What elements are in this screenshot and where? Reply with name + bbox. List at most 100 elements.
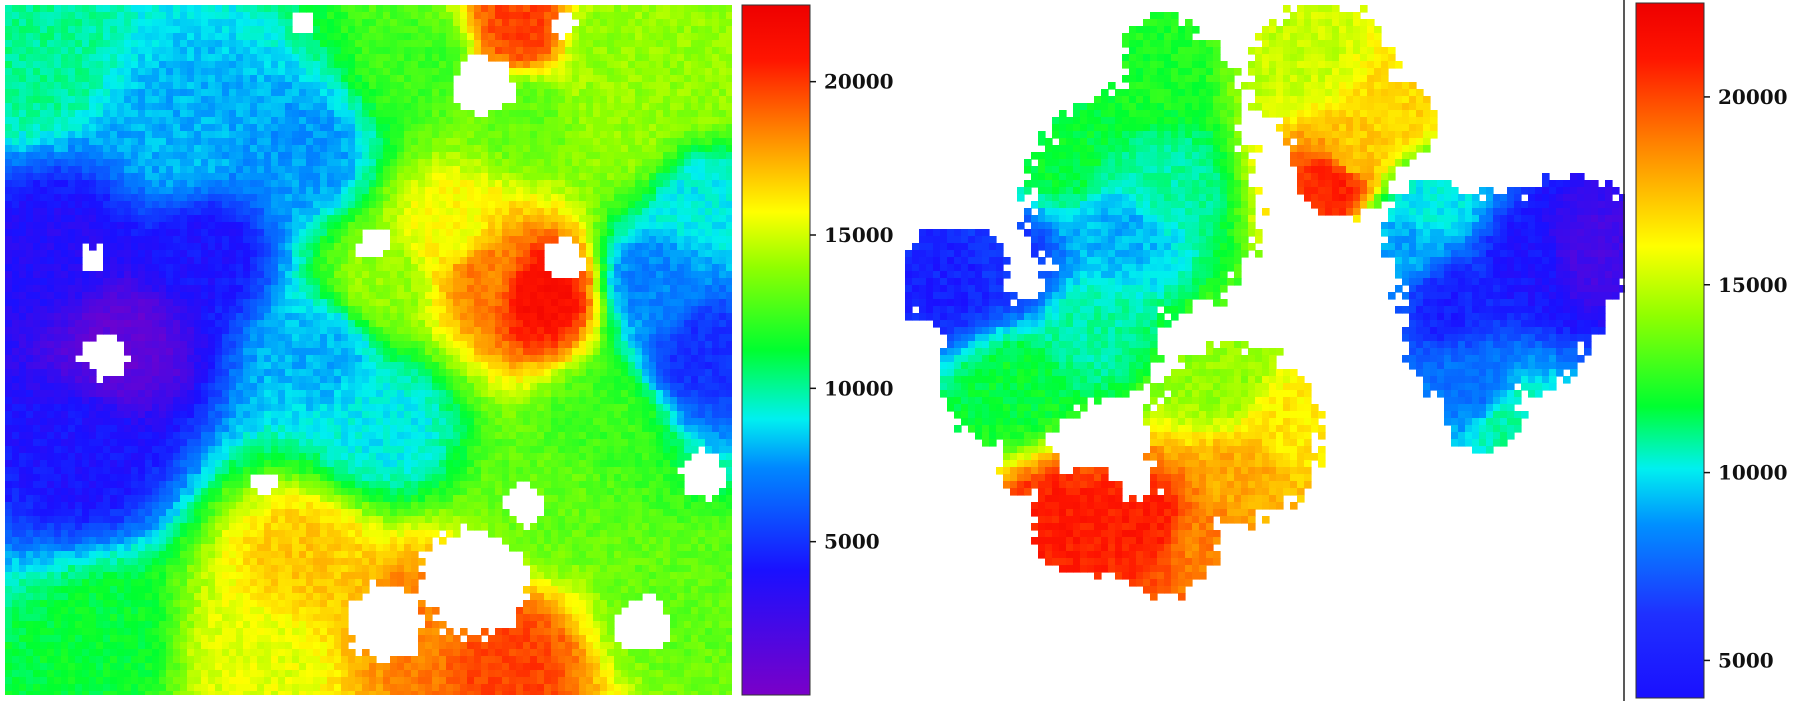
heatmap-cell	[187, 61, 195, 69]
heatmap-cell	[159, 180, 167, 188]
heatmap-cell	[425, 159, 433, 167]
heatmap-cell	[89, 145, 97, 153]
heatmap-cell	[439, 257, 447, 265]
heatmap-cell	[390, 334, 398, 342]
heatmap-cell	[236, 306, 244, 314]
heatmap-cell	[152, 257, 160, 265]
heatmap-cell	[159, 187, 167, 195]
heatmap-cell	[208, 75, 216, 83]
heatmap-cell	[684, 103, 692, 111]
heatmap-cell	[285, 47, 293, 55]
heatmap-cell	[586, 215, 594, 223]
heatmap-cell	[334, 278, 342, 286]
heatmap-cell	[201, 236, 209, 244]
heatmap-cell	[5, 159, 13, 167]
heatmap-cell	[635, 320, 643, 328]
heatmap-cell	[446, 33, 454, 41]
heatmap-cell	[117, 117, 125, 125]
heatmap-cell	[586, 26, 594, 34]
heatmap-cell	[390, 243, 398, 251]
heatmap-cell	[593, 117, 601, 125]
heatmap-cell	[68, 285, 76, 293]
heatmap-cell	[404, 257, 412, 265]
heatmap-cell	[250, 278, 258, 286]
heatmap-cell	[523, 131, 531, 139]
heatmap-cell	[236, 327, 244, 335]
heatmap-cell	[628, 187, 636, 195]
heatmap-cell	[439, 166, 447, 174]
heatmap-cell	[264, 159, 272, 167]
heatmap-cell	[82, 229, 90, 237]
heatmap-cell	[670, 103, 678, 111]
heatmap-cell	[19, 96, 27, 104]
heatmap-cell	[26, 110, 34, 118]
heatmap-cell	[117, 292, 125, 300]
heatmap-cell	[243, 68, 251, 76]
heatmap-cell	[404, 82, 412, 90]
heatmap-cell	[670, 96, 678, 104]
heatmap-cell	[131, 313, 139, 321]
heatmap-cell	[670, 229, 678, 237]
heatmap-cell	[355, 33, 363, 41]
heatmap-cell	[565, 278, 573, 286]
heatmap-cell	[243, 250, 251, 258]
heatmap-cell	[320, 124, 328, 132]
heatmap-cell	[446, 208, 454, 216]
heatmap-cell	[628, 47, 636, 55]
heatmap-cell	[285, 96, 293, 104]
heatmap-cell	[614, 334, 622, 342]
heatmap-cell	[600, 131, 608, 139]
heatmap-cell	[523, 68, 531, 76]
heatmap-cell	[75, 327, 83, 335]
heatmap-cell	[411, 54, 419, 62]
heatmap-cell	[257, 103, 265, 111]
heatmap-cell	[544, 19, 552, 27]
heatmap-cell	[656, 5, 664, 13]
heatmap-cell	[432, 208, 440, 216]
heatmap-cell	[425, 89, 433, 97]
heatmap-cell	[376, 285, 384, 293]
heatmap-cell	[187, 47, 195, 55]
heatmap-cell	[215, 89, 223, 97]
heatmap-cell	[635, 236, 643, 244]
heatmap-cell	[425, 145, 433, 153]
heatmap-cell	[222, 68, 230, 76]
heatmap-cell	[26, 187, 34, 195]
heatmap-cell	[411, 173, 419, 181]
heatmap-cell	[614, 68, 622, 76]
heatmap-cell	[292, 299, 300, 307]
heatmap-cell	[355, 131, 363, 139]
heatmap-cell	[502, 313, 510, 321]
heatmap-cell	[124, 348, 132, 356]
heatmap-cell	[656, 194, 664, 202]
heatmap-cell	[180, 215, 188, 223]
heatmap-cell	[124, 208, 132, 216]
heatmap-cell	[264, 278, 272, 286]
heatmap-cell	[684, 201, 692, 209]
heatmap-cell	[19, 243, 27, 251]
heatmap-cell	[656, 40, 664, 48]
heatmap-cell	[187, 243, 195, 251]
heatmap-cell	[292, 229, 300, 237]
heatmap-cell	[460, 229, 468, 237]
heatmap-cell	[593, 138, 601, 146]
heatmap-cell	[264, 54, 272, 62]
heatmap-cell	[348, 348, 356, 356]
heatmap-cell	[684, 327, 692, 335]
heatmap-cell	[495, 292, 503, 300]
heatmap-cell	[236, 26, 244, 34]
heatmap-cell	[299, 215, 307, 223]
heatmap-cell	[607, 306, 615, 314]
heatmap-cell	[726, 33, 732, 41]
heatmap-cell	[320, 117, 328, 125]
heatmap-cell	[236, 96, 244, 104]
heatmap-cell	[614, 187, 622, 195]
heatmap-cell	[68, 68, 76, 76]
heatmap-cell	[348, 40, 356, 48]
heatmap-cell	[726, 103, 732, 111]
heatmap-cell	[19, 222, 27, 230]
heatmap-cell	[607, 75, 615, 83]
heatmap-cell	[579, 96, 587, 104]
heatmap-cell	[439, 12, 447, 20]
heatmap-cell	[467, 33, 475, 41]
